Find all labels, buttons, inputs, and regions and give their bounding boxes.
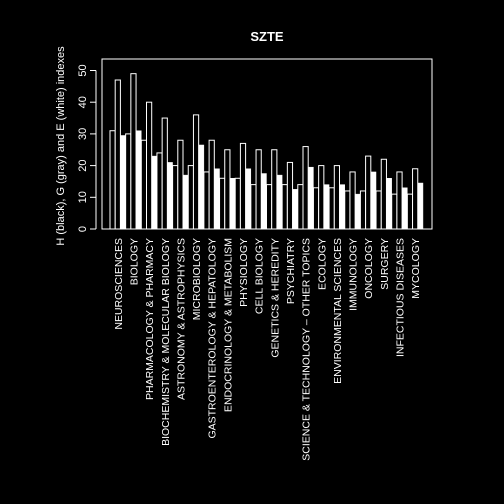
x-tick-label: ECOLOGY [316,238,328,290]
bar-e [323,184,330,230]
y-axis-label: H (black), G (gray) and E (white) indexe… [55,46,67,246]
chart-title: SZTE [250,29,284,44]
x-tick-label: BIOLOGY [128,238,140,285]
x-tick-label: IMMUNOLOGY [348,238,360,311]
bar-e [292,189,298,230]
bar-g [302,146,309,230]
y-tick-label: 20 [77,159,89,171]
bar-e [135,130,142,230]
bar-h [266,184,273,230]
bar-h [125,133,132,230]
bar-g [271,149,278,230]
bar-h [156,152,163,230]
bars [109,73,424,230]
bar-h [406,193,414,230]
x-tick-label: BIOCHEMISTRY & MOLECULAR BIOLOGY [160,238,172,446]
bar-e [339,184,345,230]
bar-g [333,165,340,230]
bar-g [349,171,356,230]
bar-e [198,144,205,230]
bar-e [307,166,314,230]
bar-h [187,165,194,230]
bar-e [276,174,283,230]
x-tick-label: GENETICS & HEREDITY [269,238,281,358]
bar-h [234,177,241,230]
bar-g [114,79,121,230]
bar-g [318,165,325,230]
y-tick-label: 0 [77,226,89,232]
x-axis-labels: NEUROSCIENCES BIOLOGY PHARMACOLOGY & PHARM… [113,238,422,461]
bar-e [370,171,377,230]
bar-h [140,139,148,230]
x-tick-label: PSYCHIATRY [285,238,297,304]
bar-h [359,190,367,230]
x-tick-label: PHARMACOLOGY & PHARMACY [144,238,156,400]
bar-e [151,155,158,230]
bar-e [214,168,220,230]
bar-g [224,149,231,230]
bar-h [328,187,335,230]
x-tick-label: PHYSIOLOGY [238,238,250,307]
y-tick-label: 10 [77,191,89,203]
bar-g [255,149,262,230]
bar-e [417,182,424,230]
bar-e [401,187,408,230]
bar-h [109,130,116,230]
bar-h [281,184,288,230]
y-axis: 0 10 20 30 40 50 [77,64,97,232]
bar-h [344,190,351,230]
bar-g [286,161,294,230]
bar-e [167,162,173,230]
x-tick-label: MYCOLOGY [410,238,422,299]
bar-e [245,168,252,230]
y-tick-label: 30 [77,128,89,140]
x-tick-label: CELL BIOLOGY [254,238,266,314]
bar-h [391,193,398,230]
bar-g [365,155,372,230]
bar-g [396,171,403,230]
bar-g [239,142,247,230]
bar-e [386,178,392,230]
bar-h [375,190,382,230]
x-tick-label: SURGERY [379,238,391,290]
bar-h [172,165,179,230]
bar-e [229,178,236,230]
x-tick-label: NEUROSCIENCES [113,238,125,330]
bar-g [380,158,387,230]
y-tick-label: 50 [77,64,89,76]
x-tick-label: ENDOCRINOLOGY & METABOLISM [222,238,234,412]
bar-h [312,187,320,230]
bar-g [412,168,419,230]
bar-e [354,193,361,230]
x-tick-label: SCIENCE & TECHNOLOGY – OTHER TOPICS [301,238,313,461]
y-tick-label: 40 [77,96,89,108]
bar-g [177,139,184,230]
bar-h [297,184,304,230]
bar-g [130,73,137,230]
x-tick-label: GASTROENTEROLOGY & HEPATOLOGY [207,238,219,439]
x-tick-label: INFECTIOUS DISEASES [395,238,407,357]
bar-g [146,101,153,230]
x-tick-label: MICROBIOLOGY [191,238,203,320]
x-tick-label: ENVIRONMENTAL SCIENCES [332,238,344,384]
bar-h [203,171,210,230]
bar-e [120,135,126,230]
x-tick-label: ONCOLOGY [363,238,375,299]
bar-e [182,174,189,230]
bar-e [261,173,267,230]
x-tick-label: ASTRONOMY & ASTROPHYSICS [175,238,187,400]
bar-g [161,117,168,230]
bar-h [219,177,226,230]
bar-g [192,114,200,230]
bar-h [250,184,257,230]
bar-g [208,139,215,230]
